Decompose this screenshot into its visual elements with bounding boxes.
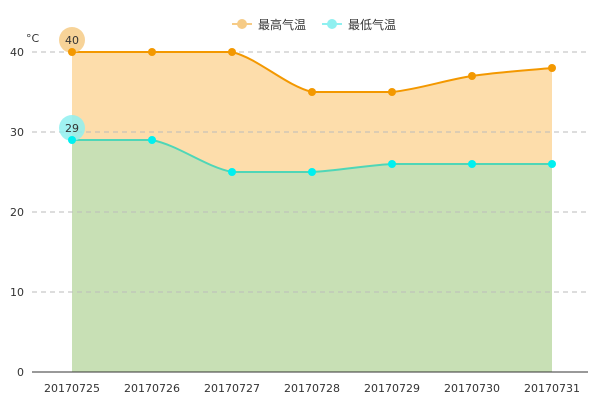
x-tick-label: 20170731 (524, 382, 580, 395)
max-marker-badge (59, 27, 85, 53)
y-tick-label: 30 (10, 126, 24, 139)
max-temp-point[interactable] (548, 64, 556, 72)
min-marker-label: 29 (65, 122, 79, 135)
legend-max-label: 最高气温 (258, 17, 307, 32)
x-tick-label: 20170728 (284, 382, 340, 395)
y-tick-label: 20 (10, 206, 24, 219)
y-tick-label: 10 (10, 286, 24, 299)
x-tick-label: 20170725 (44, 382, 100, 395)
max-temp-point[interactable] (308, 88, 316, 96)
max-temp-point[interactable] (388, 88, 396, 96)
legend-min-swatch-icon (322, 18, 343, 30)
x-tick-label: 20170729 (364, 382, 420, 395)
x-tick-label: 20170727 (204, 382, 260, 395)
min-temp-point[interactable] (228, 168, 236, 176)
legend-item-min[interactable]: 最低气温 (322, 16, 396, 33)
max-temp-point[interactable] (148, 48, 156, 56)
min-temp-point[interactable] (548, 160, 556, 168)
legend: 最高气温 最低气温 (232, 15, 396, 33)
min-temp-point[interactable] (308, 168, 316, 176)
legend-max-swatch-icon (232, 18, 252, 30)
x-tick-label: 20170730 (444, 382, 500, 395)
legend-min-label: 最低气温 (348, 17, 397, 32)
y-axis-unit: °C (26, 32, 40, 45)
min-temp-point[interactable] (468, 160, 476, 168)
max-marker-label: 40 (65, 34, 79, 47)
min-temp-point[interactable] (388, 160, 396, 168)
min-temp-point[interactable] (148, 136, 156, 144)
legend-item-max[interactable]: 最高气温 (232, 16, 306, 33)
y-tick-label: 40 (10, 46, 24, 59)
min-marker-badge (59, 115, 85, 141)
min-temp-area (72, 140, 552, 372)
y-tick-label: 0 (17, 366, 24, 379)
max-temp-point[interactable] (68, 48, 76, 56)
max-temp-point[interactable] (468, 72, 476, 80)
x-tick-label: 20170726 (124, 382, 180, 395)
min-temp-point[interactable] (68, 136, 76, 144)
max-temp-point[interactable] (228, 48, 236, 56)
